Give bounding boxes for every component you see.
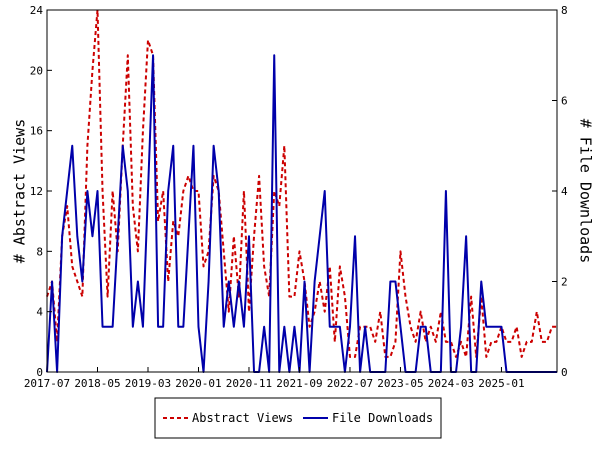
x-tick-label: 2025-01 <box>478 377 524 390</box>
x-tick-label: 2018-05 <box>74 377 120 390</box>
y-axis-title-left: # Abstract Views <box>11 119 29 264</box>
x-tick-label: 2020-01 <box>175 377 221 390</box>
y-tick-label-left: 24 <box>30 4 44 17</box>
x-tick-label: 2021-09 <box>276 377 322 390</box>
y-tick-label-left: 12 <box>30 185 43 198</box>
y-tick-label-right: 4 <box>561 185 568 198</box>
y-tick-label-right: 2 <box>561 276 568 289</box>
y-tick-label-left: 20 <box>30 64 43 77</box>
x-tick-label: 2022-07 <box>327 377 373 390</box>
x-tick-label: 2024-03 <box>428 377 474 390</box>
y-tick-label-left: 16 <box>30 125 43 138</box>
series-line-file-downloads <box>46 54 557 373</box>
plot-frame <box>46 9 558 373</box>
series-line-abstract-views <box>46 9 557 358</box>
y-tick-label-right: 0 <box>561 366 568 379</box>
legend-label-file-downloads: File Downloads <box>332 411 433 425</box>
y-tick-label-right: 6 <box>561 95 568 108</box>
y-tick-label-left: 8 <box>36 245 43 258</box>
series-layer <box>46 9 557 373</box>
legend: Abstract Views File Downloads <box>154 397 442 439</box>
x-tick-label: 2019-03 <box>125 377 171 390</box>
y-tick-label-left: 0 <box>36 366 43 379</box>
legend-label-abstract-views: Abstract Views <box>192 411 293 425</box>
x-tick-label: 2017-07 <box>24 377 70 390</box>
x-tick-label: 2020-11 <box>226 377 272 390</box>
y-axis-title-right: # File Downloads <box>577 119 595 264</box>
y-tick-label-right: 8 <box>561 4 568 17</box>
x-tick-label: 2023-05 <box>377 377 423 390</box>
y-tick-label-left: 4 <box>36 306 43 319</box>
legend-box <box>154 397 442 439</box>
